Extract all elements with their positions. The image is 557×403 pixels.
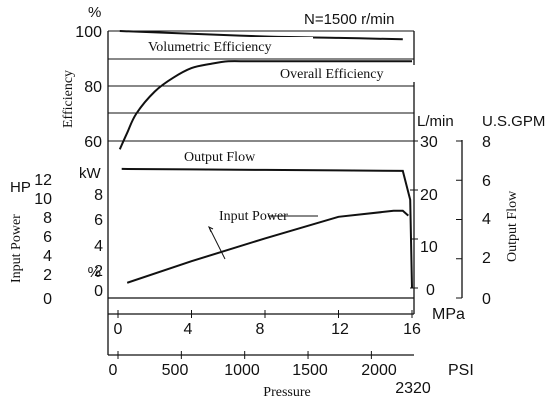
arrow-input-power: [208, 226, 226, 260]
psi-unit: PSI: [448, 362, 474, 379]
tick-label-hp: 0: [43, 291, 52, 308]
pressure-axis-title: Pressure: [263, 385, 310, 400]
lmin-unit: L/min: [417, 113, 454, 130]
label-overall-efficiency: Overall Efficiency: [280, 67, 384, 82]
label-output-flow: Output Flow: [184, 150, 256, 165]
mpa-tick-labels: 0 4 8 12 16: [114, 321, 421, 338]
tick-label-hp: 4: [43, 248, 52, 265]
tick-label-gpm: 6: [482, 173, 491, 190]
label-bg: [178, 147, 296, 164]
tick-label-gpm: 2: [482, 250, 491, 267]
tick-label-psi: 0: [109, 362, 118, 379]
series-layer: [118, 30, 413, 289]
tick-label-psi: 500: [162, 362, 189, 379]
series-line-overall-efficiency: [118, 60, 412, 150]
percent-unit: %: [88, 264, 101, 281]
tick-label-kw: 0: [94, 283, 103, 300]
tick-label-hp: 10: [34, 191, 52, 208]
tick-label-psi: 2000: [361, 362, 397, 379]
label-volumetric-efficiency: Volumetric Efficiency: [148, 40, 272, 55]
tick-label-mpa: 4: [184, 321, 193, 338]
tick-label-mpa: 12: [331, 321, 349, 338]
kw-tick-labels: 8 6 4 2: [94, 187, 103, 280]
tick-label-psi: 1000: [224, 362, 260, 379]
lmin-tick-labels: 30 20 10 0: [420, 134, 438, 299]
tick-label-mpa: 8: [256, 321, 265, 338]
tick-label-gpm: 0: [482, 291, 491, 308]
tick-label-lmin: 20: [420, 187, 438, 204]
tick-label-hp: 2: [43, 267, 52, 284]
hp-tick-labels: 12 10 8 6 4 2 0: [34, 172, 52, 308]
efficiency-unit: %: [88, 4, 101, 21]
tick-label-psi: 1500: [292, 362, 328, 379]
tick-label-mpa: 0: [114, 321, 123, 338]
psi-tick-labels: 0 500 1000 1500 2000: [109, 362, 397, 379]
tick-label-mpa: 16: [403, 321, 421, 338]
series-line-volumetric-efficiency: [119, 30, 403, 41]
axis-ticks: [117, 140, 462, 359]
gpm-unit: U.S.GPM: [482, 113, 545, 130]
tick-label-efficiency: 80: [84, 79, 102, 96]
tick-label-lmin: 10: [420, 239, 438, 256]
tick-label-hp: 12: [34, 172, 52, 189]
mpa-unit: MPa: [432, 306, 465, 323]
tick-label-kw: 4: [94, 238, 103, 255]
label-bg: [145, 37, 313, 55]
input-power-axis-title: Input Power: [9, 214, 24, 283]
gpm-tick-labels: 8 6 4 2 0: [482, 134, 491, 308]
tick-label-gpm: 8: [482, 134, 491, 151]
tick-label-efficiency: 100: [75, 24, 102, 41]
label-leaders: [208, 215, 318, 260]
kw-unit: kW: [79, 165, 102, 182]
tick-label-lmin: 30: [420, 134, 438, 151]
tick-label-kw: 2: [94, 263, 103, 280]
output-flow-axis-title: Output Flow: [505, 190, 520, 262]
tick-label-efficiency: 60: [84, 134, 102, 151]
psi-max-label: 2320: [395, 380, 431, 397]
tick-label-hp: 6: [43, 229, 52, 246]
arrow-head: [208, 225, 214, 233]
tick-label-kw: 6: [94, 212, 103, 229]
efficiency-tick-labels: 100 80 60: [75, 24, 102, 151]
efficiency-axis-title: Efficiency: [61, 70, 76, 128]
hp-unit: HP: [10, 179, 31, 196]
chart-frame: [107, 30, 463, 356]
series-line-input-power: [126, 209, 409, 284]
series-line-output-flow: [121, 167, 413, 289]
tick-label-kw: 8: [94, 187, 103, 204]
speed-condition-label: N=1500 r/min: [304, 11, 394, 28]
tick-label-gpm: 4: [482, 211, 491, 228]
label-bg: [277, 65, 415, 82]
series-labels: Volumetric Efficiency Overall Efficiency…: [145, 37, 415, 224]
tick-label-hp: 8: [43, 210, 52, 227]
label-input-power: Input Power: [219, 209, 288, 224]
tick-label-lmin: 0: [426, 282, 435, 299]
